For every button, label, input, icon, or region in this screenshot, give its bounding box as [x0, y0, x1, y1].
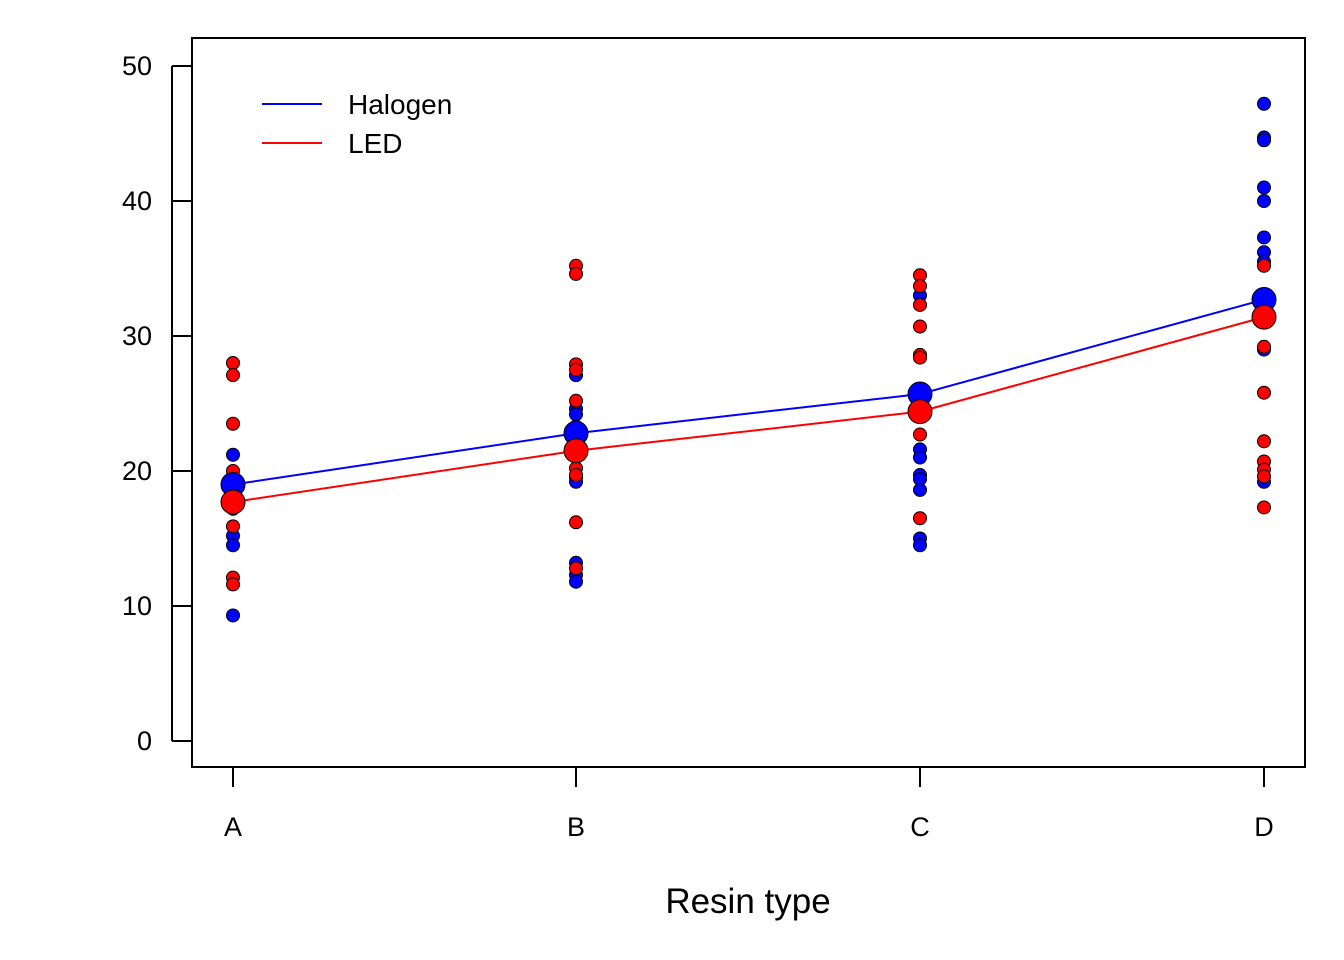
halogen-point	[569, 407, 583, 422]
legend: Halogen LED	[262, 89, 452, 159]
led-point	[569, 515, 583, 530]
y-tick-label: 50	[122, 51, 152, 81]
halogen-point	[1257, 96, 1271, 111]
led-point	[913, 427, 927, 442]
halogen-point	[226, 608, 240, 623]
x-tick-label: C	[910, 812, 930, 842]
led-mean-point	[1251, 304, 1277, 330]
y-tick-label: 30	[122, 321, 152, 351]
y-tick-label: 10	[122, 591, 152, 621]
halogen-point	[913, 538, 927, 553]
led-point	[913, 511, 927, 526]
y-tick-label: 20	[122, 456, 152, 486]
led-point	[1257, 434, 1271, 449]
led-point	[1257, 258, 1271, 273]
led-point	[226, 577, 240, 592]
led-point	[226, 356, 240, 370]
halogen-point	[913, 450, 927, 465]
halogen-point	[226, 538, 240, 553]
halogen-point	[913, 482, 927, 497]
halogen-point	[1257, 180, 1271, 195]
led-point	[569, 468, 583, 483]
led-point	[226, 368, 240, 383]
halogen-point	[226, 447, 240, 462]
y-axis: 0 10 20 30 40 50	[122, 51, 192, 756]
led-point	[569, 393, 583, 408]
led-point	[913, 279, 927, 294]
x-tick-label: A	[224, 812, 242, 842]
y-tick-label: 0	[137, 726, 152, 756]
legend-label-halogen: Halogen	[348, 89, 452, 120]
legend-label-led: LED	[348, 128, 402, 159]
led-point	[1257, 469, 1271, 484]
led-point	[1257, 500, 1271, 515]
series-layer	[220, 96, 1277, 623]
led-point	[569, 362, 583, 377]
halogen-point	[1257, 194, 1271, 208]
led-mean-point	[563, 438, 589, 464]
x-axis-title: Resin type	[665, 882, 830, 921]
led-point	[1257, 385, 1271, 400]
x-axis: A B C D	[224, 766, 1274, 842]
halogen-point	[1257, 230, 1271, 245]
led-point	[913, 350, 927, 365]
led-point	[1257, 339, 1271, 354]
led-point	[569, 266, 583, 281]
halogen-point	[1257, 133, 1271, 148]
led-point	[913, 297, 927, 312]
x-tick-label: B	[567, 812, 585, 842]
halogen-point	[569, 574, 583, 589]
led-point	[569, 561, 583, 576]
led-mean-point	[220, 489, 246, 515]
x-tick-label: D	[1254, 812, 1274, 842]
led-point	[913, 319, 927, 334]
led-mean-point	[907, 399, 933, 425]
halogen-mean-line	[232, 298, 1265, 486]
led-point	[226, 416, 240, 431]
y-tick-label: 40	[122, 186, 152, 216]
led-point	[226, 519, 240, 534]
led-mean-line	[232, 316, 1265, 504]
